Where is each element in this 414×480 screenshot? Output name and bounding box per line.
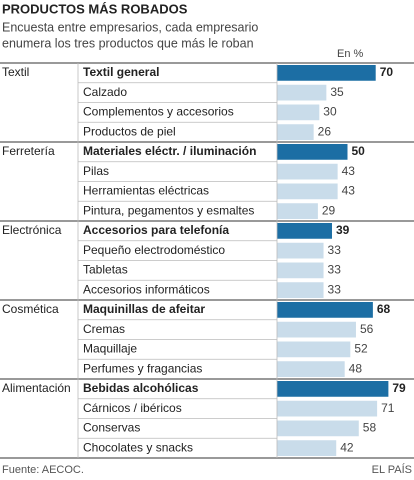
category-label: Cárnicos / ibéricos	[83, 401, 182, 415]
value-label: 35	[330, 85, 344, 99]
category-label: Pequeño electrodoméstico	[83, 243, 225, 257]
value-label: 50	[352, 144, 366, 158]
group-label: Ferretería	[2, 144, 55, 158]
group-label: Textil	[2, 65, 29, 79]
category-label: Herramientas eléctricas	[83, 184, 209, 198]
value-label: 71	[381, 401, 395, 415]
bar	[277, 183, 338, 200]
bar	[277, 84, 327, 101]
category-label: Conservas	[83, 421, 140, 435]
category-label: Pilas	[83, 164, 109, 178]
value-label: 30	[323, 105, 337, 119]
value-label: 68	[377, 302, 391, 316]
category-label: Cremas	[83, 322, 125, 336]
credit: EL PAÍS	[372, 463, 412, 476]
bar	[277, 400, 378, 417]
category-label: Materiales eléctr. / iluminación	[83, 144, 256, 158]
category-label: Bebidas alcohólicas	[83, 381, 199, 395]
unit-label: En %	[337, 48, 364, 60]
value-label: 70	[380, 65, 394, 79]
bar	[277, 381, 389, 397]
group-label: Electrónica	[2, 223, 62, 237]
value-label: 56	[360, 322, 374, 336]
bar	[277, 282, 324, 298]
bar	[277, 242, 324, 259]
bar	[277, 163, 338, 180]
category-label: Productos de piel	[83, 124, 176, 138]
category-label: Complementos y accesorios	[83, 105, 234, 119]
value-label: 52	[354, 342, 368, 356]
subtitle: enumera los tres productos que más le ro…	[2, 36, 254, 50]
group-label: Cosmética	[2, 302, 59, 316]
value-label: 43	[342, 184, 356, 198]
bar	[277, 262, 324, 279]
category-label: Textil general	[83, 65, 159, 79]
bar	[277, 203, 318, 219]
value-label: 33	[328, 243, 342, 257]
category-label: Chocolates y snacks	[83, 440, 193, 454]
bar	[277, 65, 376, 81]
category-label: Accesorios para telefonía	[83, 223, 229, 237]
category-label: Maquinillas de afeitar	[83, 302, 205, 316]
chart-title: PRODUCTOS MÁS ROBADOS	[2, 1, 188, 16]
bar	[277, 302, 373, 318]
value-label: 33	[328, 282, 342, 296]
category-label: Calzado	[83, 85, 127, 99]
bar	[277, 321, 356, 338]
source: Fuente: AECOC.	[2, 464, 84, 476]
bar	[277, 440, 337, 456]
value-label: 29	[322, 203, 336, 217]
bar	[277, 420, 359, 437]
category-label: Perfumes y fragancias	[83, 361, 202, 375]
value-label: 42	[340, 440, 354, 454]
bar	[277, 223, 332, 239]
group-label: Alimentación	[2, 381, 71, 395]
value-label: 79	[392, 381, 406, 395]
bar	[277, 124, 314, 140]
category-label: Maquillaje	[83, 342, 137, 356]
value-label: 58	[363, 421, 377, 435]
value-label: 48	[349, 361, 363, 375]
category-label: Pintura, pegamentos y esmaltes	[83, 203, 254, 217]
value-label: 43	[342, 164, 356, 178]
bar	[277, 361, 345, 377]
category-label: Accesorios informáticos	[83, 282, 210, 296]
value-label: 39	[336, 223, 350, 237]
bar	[277, 144, 348, 160]
value-label: 26	[318, 124, 332, 138]
bar	[277, 341, 351, 358]
value-label: 33	[328, 263, 342, 277]
subtitle: Encuesta entre empresarios, cada empresa…	[2, 20, 258, 34]
bar	[277, 104, 320, 121]
category-label: Tabletas	[83, 263, 128, 277]
